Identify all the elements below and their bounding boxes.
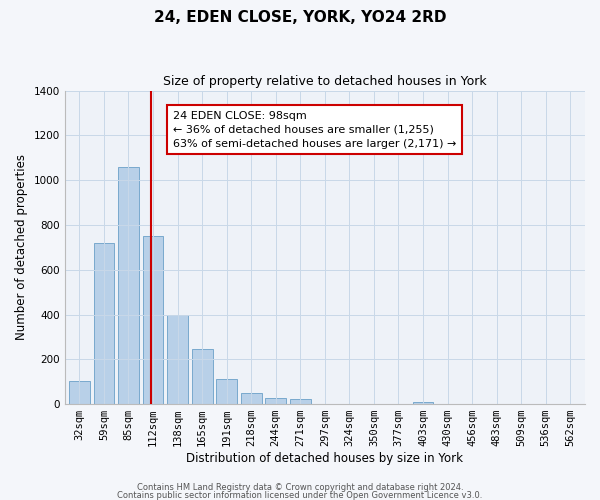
Text: Contains public sector information licensed under the Open Government Licence v3: Contains public sector information licen… bbox=[118, 491, 482, 500]
Bar bbox=[241, 393, 262, 404]
Bar bbox=[216, 380, 237, 404]
Text: Contains HM Land Registry data © Crown copyright and database right 2024.: Contains HM Land Registry data © Crown c… bbox=[137, 484, 463, 492]
Y-axis label: Number of detached properties: Number of detached properties bbox=[15, 154, 28, 340]
Text: 24, EDEN CLOSE, YORK, YO24 2RD: 24, EDEN CLOSE, YORK, YO24 2RD bbox=[154, 10, 446, 25]
Bar bbox=[413, 402, 433, 404]
Bar bbox=[94, 243, 115, 404]
Bar bbox=[143, 236, 163, 404]
Bar bbox=[167, 314, 188, 404]
Bar bbox=[191, 349, 212, 404]
Title: Size of property relative to detached houses in York: Size of property relative to detached ho… bbox=[163, 75, 487, 88]
Bar bbox=[290, 399, 311, 404]
Bar bbox=[69, 380, 90, 404]
X-axis label: Distribution of detached houses by size in York: Distribution of detached houses by size … bbox=[187, 452, 463, 465]
Bar bbox=[265, 398, 286, 404]
Text: 24 EDEN CLOSE: 98sqm
← 36% of detached houses are smaller (1,255)
63% of semi-de: 24 EDEN CLOSE: 98sqm ← 36% of detached h… bbox=[173, 110, 456, 148]
Bar bbox=[118, 166, 139, 404]
